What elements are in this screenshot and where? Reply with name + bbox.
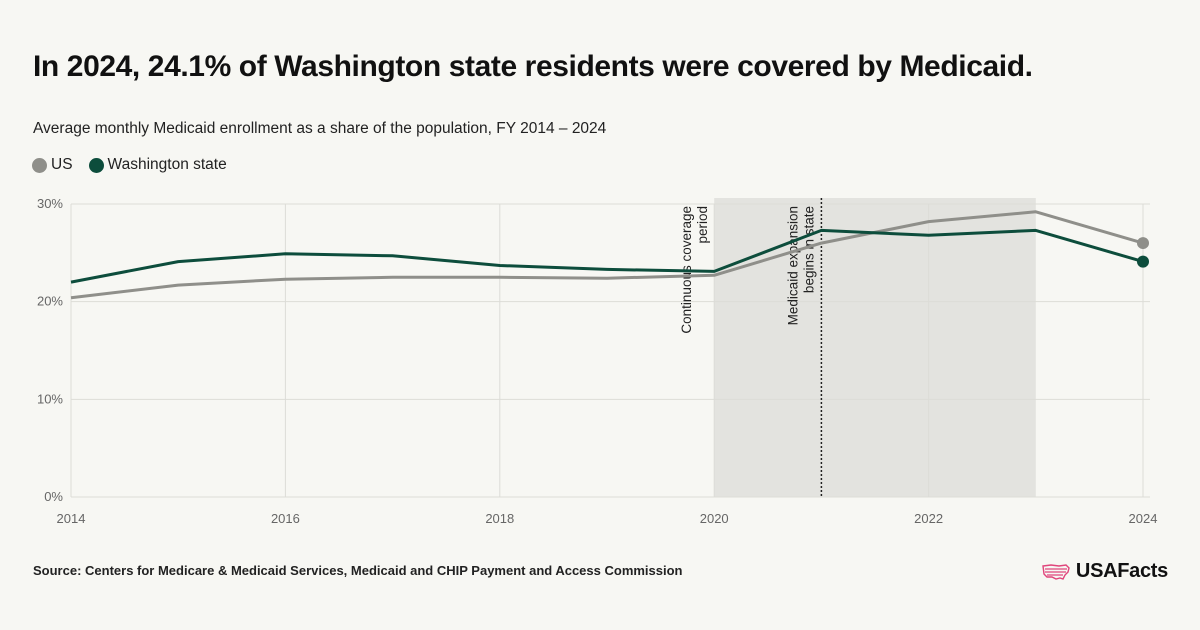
legend-label-us: US bbox=[51, 156, 73, 173]
legend-label-washington: Washington state bbox=[107, 156, 227, 173]
y-tick-label: 30% bbox=[37, 196, 63, 211]
medicaid-expansion-label-line: Medicaid expansion bbox=[785, 206, 800, 325]
x-tick-label: 2024 bbox=[1129, 511, 1158, 526]
medicaid-expansion-label: Medicaid expansion begins in state bbox=[785, 206, 816, 325]
x-tick-label: 2014 bbox=[57, 511, 86, 526]
legend-swatch-washington bbox=[88, 157, 104, 173]
usafacts-logo: USAFacts bbox=[1041, 560, 1168, 583]
legend-item-washington: Washington state bbox=[88, 156, 227, 174]
x-tick-label: 2018 bbox=[485, 511, 514, 526]
y-tick-label: 10% bbox=[37, 391, 63, 406]
us-map-icon bbox=[1042, 563, 1070, 580]
legend-swatch-us bbox=[32, 157, 47, 173]
x-tick-label: 2016 bbox=[271, 511, 300, 526]
brand-name: USAFacts bbox=[1075, 560, 1168, 582]
continuous-coverage-label-line: period bbox=[695, 206, 710, 244]
medicaid-expansion-label-line: begins in state bbox=[801, 206, 816, 293]
x-tick-label: 2022 bbox=[914, 511, 943, 526]
legend-item-us: US bbox=[32, 156, 73, 174]
line-chart: 0% 10% 20% 30% 2014 2016 2018 2020 2022 2024 Conti… bbox=[37, 196, 1158, 526]
chart-subtitle: Average monthly Medicaid enrollment as a… bbox=[33, 120, 607, 137]
series-line-washington bbox=[70, 228, 1144, 284]
chart-title: In 2024, 24.1% of Washington state resid… bbox=[33, 50, 1033, 83]
y-tick-label: 0% bbox=[44, 489, 63, 504]
series-endpoint-washington bbox=[1137, 255, 1149, 268]
continuous-coverage-shading bbox=[714, 198, 1036, 497]
x-tick-label: 2020 bbox=[700, 511, 729, 526]
series-line-us bbox=[70, 210, 1144, 300]
series-endpoint-us bbox=[1137, 237, 1149, 250]
source-note: Source: Centers for Medicare & Medicaid … bbox=[33, 563, 683, 578]
continuous-coverage-label: Continuous coverage period bbox=[679, 206, 710, 334]
legend: US Washington state bbox=[32, 156, 243, 174]
y-tick-label: 20% bbox=[37, 294, 63, 309]
